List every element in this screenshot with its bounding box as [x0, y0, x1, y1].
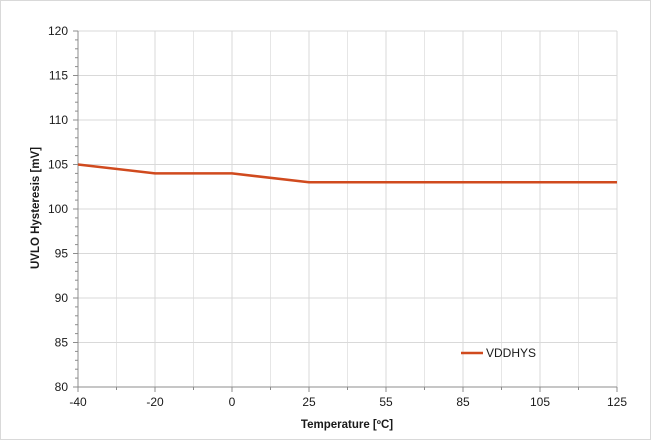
legend-label-vddhys: VDDHYS: [486, 346, 536, 360]
x-tick-label: 85: [456, 395, 470, 409]
x-tick-label: 125: [607, 395, 627, 409]
y-tick-label: 105: [48, 158, 68, 172]
legend: VDDHYS: [461, 346, 536, 360]
y-tick-label: 90: [55, 291, 69, 305]
x-tick-label: -40: [69, 395, 87, 409]
y-tick-label: 80: [55, 380, 69, 394]
y-tick-label: 100: [48, 202, 68, 216]
x-axis-label: Temperature [ºC]: [301, 419, 393, 431]
y-tick-labels: 80 85 90 95 100 105 110 115 120: [48, 24, 68, 394]
grid-lines: [77, 30, 618, 388]
x-tick-label: 105: [530, 395, 550, 409]
y-tick-label: 115: [49, 69, 68, 83]
y-tick-label: 95: [55, 247, 69, 261]
x-tick-label: 25: [302, 395, 316, 409]
y-tick-label: 110: [49, 113, 68, 127]
x-tick-labels: -40 -20 0 25 55 85 105 125: [69, 395, 627, 409]
y-tick-label: 120: [48, 24, 68, 38]
y-tick-label: 85: [55, 336, 69, 350]
series-line-vddhys: [77, 163, 617, 184]
series-layer: [77, 163, 618, 184]
x-tick-label: 0: [229, 395, 236, 409]
y-axis-label: UVLO Hysteresis [mV]: [30, 147, 42, 269]
x-tick-label: 55: [379, 395, 393, 409]
axes: [73, 30, 618, 392]
x-tick-label: -20: [146, 395, 164, 409]
